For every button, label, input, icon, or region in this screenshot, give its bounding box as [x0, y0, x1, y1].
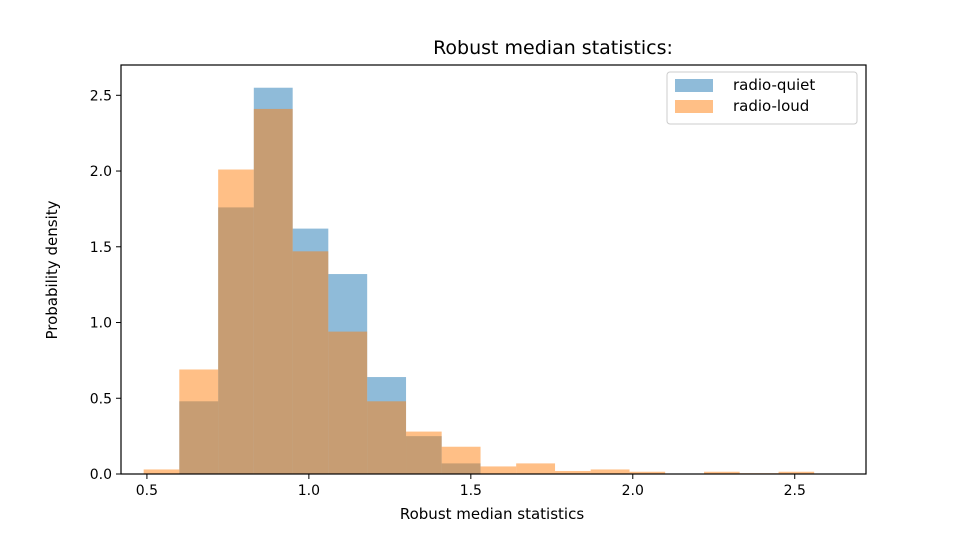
- y-tick-label: 2.5: [90, 88, 112, 104]
- y-tick-label: 1.5: [90, 240, 112, 256]
- bar-radio-loud: [292, 251, 329, 474]
- bar-radio-loud: [704, 471, 740, 474]
- bar-radio-loud: [441, 446, 481, 474]
- x-tick-label: 1.5: [460, 483, 482, 499]
- x-tick-label: 2.5: [784, 483, 806, 499]
- bar-radio-loud: [143, 469, 180, 474]
- chart-title: Robust median statistics:: [433, 37, 673, 59]
- x-tick-label: 2.0: [622, 483, 644, 499]
- legend-box: [666, 71, 858, 125]
- plot-frame: [120, 64, 867, 475]
- bar-radio-loud: [555, 470, 591, 474]
- y-tick-label: 0.0: [90, 467, 112, 483]
- bar-radio-loud: [629, 471, 666, 474]
- bar-radio-loud: [480, 466, 517, 474]
- bar-radio-loud: [179, 369, 219, 474]
- bar-radio-loud: [590, 469, 630, 474]
- bar-radio-loud: [406, 431, 442, 474]
- y-tick-label: 1.0: [90, 316, 112, 332]
- bar-radio-loud: [778, 471, 815, 474]
- legend-label-radio-quiet: radio-quiet: [733, 76, 815, 94]
- bar-radio-loud: [218, 169, 254, 474]
- bar-radio-loud: [367, 401, 407, 474]
- x-axis-label: Robust median statistics: [400, 505, 584, 523]
- y-tick-label: 2.0: [90, 164, 112, 180]
- y-axis-ticks: 0.0 0.5 1.0 1.5 2.0 2.5: [90, 88, 121, 483]
- x-axis-ticks: 0.5 1.0 1.5 2.0 2.5: [136, 474, 806, 499]
- x-tick-label: 1.0: [298, 483, 320, 499]
- bar-radio-loud: [253, 108, 293, 474]
- bar-radio-loud: [328, 331, 368, 474]
- y-axis-label: Probability density: [43, 200, 61, 339]
- bar-radio-loud: [516, 463, 556, 474]
- x-tick-label: 0.5: [136, 483, 158, 499]
- y-tick-label: 0.5: [90, 391, 112, 407]
- legend-swatch-radio-quiet: [675, 79, 713, 92]
- legend-swatch-radio-loud: [675, 100, 713, 113]
- legend: radio-quiet radio-loud: [666, 71, 858, 125]
- bars-layer: [143, 87, 815, 475]
- legend-label-radio-loud: radio-loud: [733, 97, 809, 115]
